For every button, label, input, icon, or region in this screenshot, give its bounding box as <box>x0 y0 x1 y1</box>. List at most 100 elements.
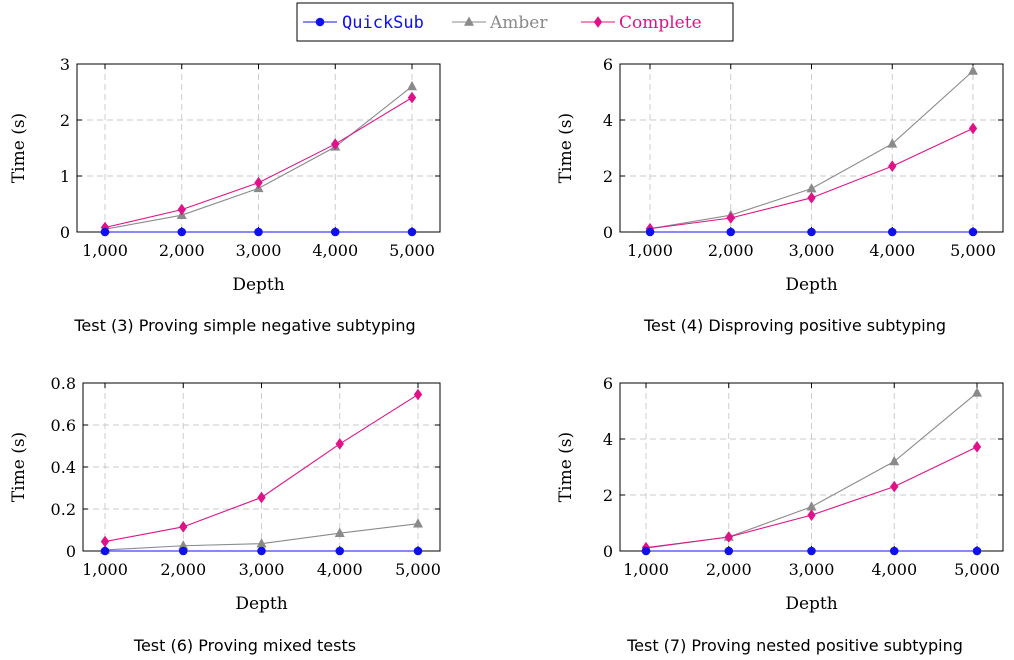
legend-marker-triangle <box>464 16 474 26</box>
data-point-amber <box>407 80 417 91</box>
grid <box>77 64 440 232</box>
data-point-complete <box>257 491 266 504</box>
x-tick-label: 5,000 <box>950 241 996 260</box>
grid <box>620 383 1003 551</box>
x-tick-label: 4,000 <box>871 560 917 579</box>
y-tick-label: 0.2 <box>51 500 76 519</box>
x-tick-label: 2,000 <box>159 241 205 260</box>
x-tick-label: 1,000 <box>623 560 669 579</box>
legend-marker-diamond <box>593 16 603 28</box>
data-point-quicksub <box>100 227 110 237</box>
y-tick-label: 6 <box>603 55 613 74</box>
y-tick-label: 4 <box>603 430 613 449</box>
x-axis-label: Depth <box>232 275 284 295</box>
y-tick-label: 0 <box>603 223 613 242</box>
data-point-quicksub <box>330 227 340 237</box>
chart-caption: Test (6) Proving mixed tests <box>133 636 356 655</box>
x-tick-label: 2,000 <box>708 241 754 260</box>
legend-marker-circle <box>315 17 325 27</box>
y-axis-label: Time (s) <box>556 113 576 183</box>
data-point-quicksub <box>724 546 734 556</box>
x-tick-label: 3,000 <box>789 241 835 260</box>
chart-caption: Test (3) Proving simple negative subtypi… <box>73 316 415 335</box>
data-point-complete <box>724 531 733 543</box>
y-axis-label: Time (s) <box>556 432 576 502</box>
data-point-complete <box>179 521 188 533</box>
y-tick-label: 0 <box>603 542 613 561</box>
y-axis-label: Time (s) <box>9 432 29 502</box>
data-point-complete <box>177 203 186 216</box>
data-point-quicksub <box>645 227 655 237</box>
x-axis-label: Depth <box>235 594 287 614</box>
legend: QuickSub Amber Complete <box>296 2 734 42</box>
data-point-amber <box>413 518 423 528</box>
legend-label: QuickSub <box>342 13 424 33</box>
y-tick-label: 0.6 <box>51 416 76 435</box>
series-quicksub <box>100 227 417 237</box>
y-tick-label: 3 <box>60 55 70 74</box>
data-point-complete <box>807 509 816 521</box>
data-point-amber <box>806 183 817 193</box>
x-tick-label: 2,000 <box>160 560 206 579</box>
data-point-quicksub <box>972 546 982 556</box>
chart-panel-test-6: 1,000 2,000 3,000 4,000 5,000 0 0.2 0.4 0.6 0.8 De… <box>9 374 441 655</box>
x-tick-label: 3,000 <box>789 560 835 579</box>
x-axis-label: Depth <box>785 275 837 295</box>
data-point-amber <box>968 65 978 75</box>
data-point-complete <box>888 160 897 172</box>
series-quicksub <box>100 546 423 556</box>
data-point-complete <box>407 91 417 104</box>
data-point-amber <box>972 387 982 397</box>
data-point-complete <box>807 192 816 204</box>
chart-panel-test-4: 1,000 2,000 3,000 4,000 5,000 0 2 4 6 Depth Time (… <box>556 55 1004 335</box>
data-point-quicksub <box>100 546 110 556</box>
x-tick-label: 3,000 <box>236 241 282 260</box>
data-point-complete <box>331 138 340 150</box>
y-tick-label: 0.4 <box>51 458 76 477</box>
data-point-quicksub <box>257 546 266 556</box>
x-tick-label: 1,000 <box>82 560 128 579</box>
y-tick-label: 4 <box>603 111 613 130</box>
data-point-quicksub <box>726 227 736 237</box>
legend-label: Complete <box>619 13 702 33</box>
series-complete <box>100 91 417 234</box>
data-point-amber <box>334 527 345 537</box>
y-tick-label: 6 <box>603 374 613 393</box>
y-tick-label: 2 <box>603 486 613 505</box>
data-point-complete <box>726 212 735 224</box>
data-point-quicksub <box>968 227 978 237</box>
data-point-quicksub <box>807 227 816 237</box>
x-tick-label: 5,000 <box>389 241 435 260</box>
data-point-amber <box>178 540 189 550</box>
chart-panel-test-7: 1,000 2,000 3,000 4,000 5,000 0 2 4 6 Depth Time (… <box>556 374 1004 655</box>
data-point-quicksub <box>641 546 651 556</box>
data-point-complete <box>100 535 110 548</box>
data-point-complete <box>413 388 423 401</box>
y-tick-label: 0 <box>60 223 70 242</box>
x-tick-label: 3,000 <box>239 560 285 579</box>
data-point-quicksub <box>177 227 187 237</box>
x-tick-label: 1,000 <box>627 241 673 260</box>
data-point-complete <box>335 438 344 450</box>
series-complete <box>100 388 423 548</box>
data-point-amber <box>889 455 900 466</box>
data-point-quicksub <box>407 227 417 237</box>
x-tick-label: 4,000 <box>869 241 915 260</box>
grid <box>620 64 1003 232</box>
data-point-quicksub <box>413 546 423 556</box>
data-point-quicksub <box>887 227 897 237</box>
data-point-complete <box>100 221 110 234</box>
data-point-amber <box>256 538 267 548</box>
y-tick-label: 1 <box>60 167 70 186</box>
data-point-complete <box>254 176 263 189</box>
grid <box>83 383 440 551</box>
data-point-quicksub <box>889 546 899 556</box>
data-point-quicksub <box>335 546 345 556</box>
x-tick-label: 2,000 <box>706 560 752 579</box>
y-tick-label: 0.8 <box>51 374 76 393</box>
series-quicksub <box>645 227 978 237</box>
y-tick-label: 2 <box>60 111 70 130</box>
x-tick-label: 1,000 <box>82 241 128 260</box>
data-point-complete <box>890 480 899 493</box>
